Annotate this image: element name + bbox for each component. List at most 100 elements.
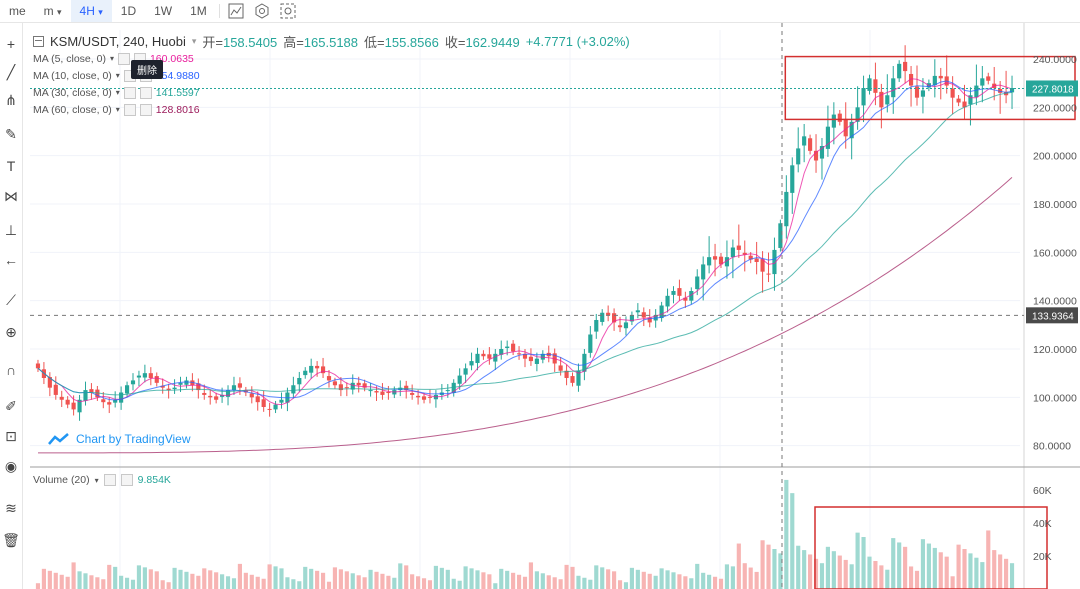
- candle-body: [65, 399, 70, 405]
- volume-bar: [273, 566, 278, 589]
- close-icon[interactable]: [120, 474, 133, 486]
- ma10-row: MA (10, close, 0) ▾ 154.9880: [33, 69, 200, 82]
- volume-bar: [926, 543, 931, 589]
- pitchfork-icon[interactable]: ⋔: [5, 91, 17, 108]
- zoom-in-icon[interactable]: ⊕: [5, 323, 17, 340]
- layers-icon[interactable]: ≋: [5, 499, 17, 516]
- candle-body: [588, 334, 593, 353]
- volume-bar: [309, 568, 314, 589]
- volume-bar: [903, 546, 908, 589]
- interval-1d[interactable]: 1D: [120, 4, 137, 18]
- volume-bar: [724, 564, 730, 589]
- text-icon[interactable]: T: [6, 158, 16, 174]
- candle-body: [932, 75, 937, 86]
- candle-body: [267, 408, 272, 410]
- low-label: 低=: [364, 34, 385, 50]
- candle-body: [166, 388, 171, 391]
- high-value: 165.5188: [303, 34, 359, 50]
- candle-body: [148, 373, 153, 378]
- volume-bar: [986, 530, 991, 589]
- open-label: 开=: [202, 34, 223, 50]
- volume-bar: [546, 575, 551, 589]
- ma30-label[interactable]: MA (30, close, 0): [33, 86, 112, 99]
- ma60-label[interactable]: MA (60, close, 0): [33, 103, 112, 116]
- volume-bar: [754, 571, 759, 589]
- volume-bar: [505, 570, 510, 589]
- volume-bar: [249, 574, 254, 589]
- candle-body: [766, 273, 771, 275]
- lock-draw-icon[interactable]: ✐: [5, 397, 17, 414]
- interval-1w[interactable]: 1W: [154, 4, 173, 18]
- settings-icon[interactable]: [103, 474, 116, 486]
- settings-icon[interactable]: [117, 52, 130, 65]
- close-icon[interactable]: [139, 86, 152, 99]
- candle-body: [202, 392, 207, 395]
- candle-body: [582, 353, 587, 372]
- candle-body: [784, 191, 789, 227]
- volume-bar: [261, 578, 266, 589]
- tradingview-watermark[interactable]: Chart by TradingView: [48, 432, 191, 446]
- volume-bar: [956, 544, 961, 589]
- candle-body: [879, 91, 884, 108]
- volume-bar: [564, 564, 569, 589]
- fib-icon[interactable]: ⊥: [4, 221, 18, 238]
- symbol-title[interactable]: KSM/USDT, 240, Huobi: [50, 33, 186, 49]
- screenshot-icon[interactable]: [275, 0, 301, 22]
- candle-body: [831, 114, 836, 128]
- candle-body: [617, 325, 623, 328]
- close-icon[interactable]: [139, 103, 152, 116]
- volume-bar: [237, 563, 242, 589]
- candle-body: [612, 313, 617, 323]
- delete-tooltip: 删除: [131, 60, 163, 79]
- indicator-icon[interactable]: [223, 0, 249, 22]
- candle-body: [184, 380, 189, 385]
- candle-body: [855, 107, 860, 122]
- volume-bar: [784, 479, 789, 589]
- crosshair-icon[interactable]: +: [6, 36, 16, 52]
- trend-line-icon[interactable]: ╱: [6, 63, 16, 80]
- candle-body: [309, 365, 314, 373]
- volume-bar: [992, 550, 997, 589]
- settings-icon[interactable]: [123, 86, 136, 99]
- volume-bar: [742, 563, 747, 589]
- volume-bar: [594, 565, 599, 589]
- volume-label[interactable]: Volume (20): [33, 474, 90, 486]
- eye-icon[interactable]: ◉: [4, 457, 18, 474]
- volume-bar: [65, 576, 70, 589]
- lock-icon[interactable]: ⊡: [5, 427, 17, 444]
- brush-icon[interactable]: ✎: [5, 125, 17, 142]
- candle-body: [594, 320, 599, 332]
- settings-icon[interactable]: [123, 103, 136, 116]
- candle-body: [136, 375, 142, 378]
- candle-body: [701, 264, 706, 280]
- crosshair-price-label: 133.9364: [1032, 311, 1074, 322]
- volume-bar: [730, 566, 735, 589]
- collapse-icon[interactable]: [33, 35, 44, 47]
- chevron-down-icon[interactable]: ▾: [191, 35, 197, 46]
- candle-body: [802, 136, 807, 146]
- candle-body: [77, 399, 82, 413]
- arrow-icon[interactable]: ←: [4, 252, 18, 268]
- candle-body: [505, 346, 510, 349]
- trash-icon[interactable]: 🗑: [2, 531, 20, 548]
- candle-body: [707, 257, 712, 266]
- volume-bar: [220, 574, 225, 589]
- interval-4h[interactable]: 4H ▾: [70, 0, 112, 22]
- ruler-icon[interactable]: ⟋: [6, 291, 16, 308]
- volume-bar: [267, 564, 272, 589]
- volume-bar: [130, 579, 136, 589]
- volume-bar: [41, 568, 46, 589]
- settings-icon[interactable]: [249, 0, 275, 22]
- interval-minute-partial[interactable]: me: [9, 4, 26, 18]
- pattern-icon[interactable]: ⋈: [4, 187, 18, 204]
- interval-1m[interactable]: 1M: [190, 4, 207, 18]
- volume-value: 9.854K: [137, 474, 171, 486]
- interval-minute[interactable]: m ▾: [43, 4, 62, 18]
- volume-bar: [142, 567, 147, 589]
- ma10-label[interactable]: MA (10, close, 0): [33, 69, 112, 82]
- ma5-label[interactable]: MA (5, close, 0): [33, 52, 106, 65]
- candle-body: [718, 256, 724, 265]
- magnet-icon[interactable]: ∩: [5, 362, 17, 378]
- tradingview-logo-icon: [48, 433, 69, 445]
